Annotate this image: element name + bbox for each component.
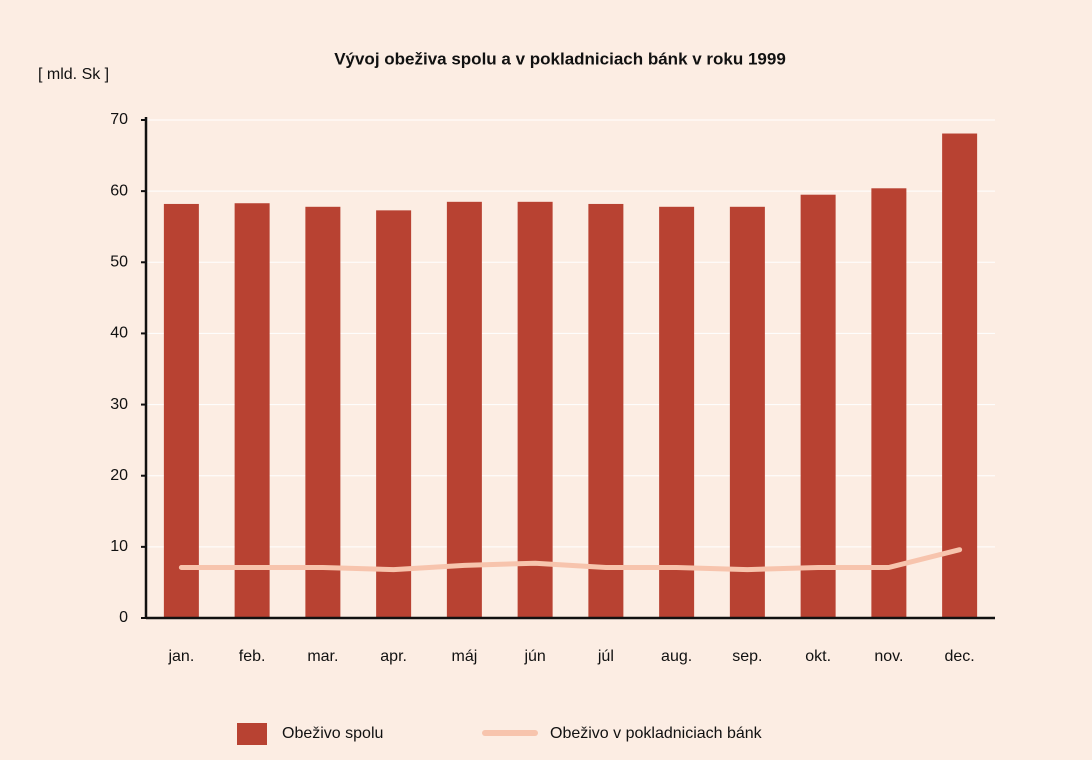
x-tick-label: júl bbox=[597, 648, 614, 665]
bar bbox=[659, 206, 695, 618]
y-tick-label: 10 bbox=[110, 538, 128, 555]
y-tick-label: 0 bbox=[119, 609, 128, 626]
x-tick-label: apr. bbox=[380, 648, 407, 665]
x-tick-label: aug. bbox=[661, 648, 692, 665]
x-tick-label: nov. bbox=[874, 648, 903, 665]
bar bbox=[163, 203, 199, 618]
bar bbox=[871, 188, 907, 618]
bar bbox=[305, 206, 341, 618]
line bbox=[178, 547, 963, 573]
y-tick-label: 20 bbox=[110, 467, 128, 484]
x-tick-label: jan. bbox=[167, 648, 194, 665]
x-tick-label: okt. bbox=[805, 648, 831, 665]
x-tick-label: dec. bbox=[945, 648, 975, 665]
bar bbox=[517, 201, 553, 619]
bar bbox=[800, 194, 836, 618]
x-tick-label: máj bbox=[451, 648, 477, 665]
legend-swatch bbox=[237, 723, 267, 745]
legend-label: Obeživo v pokladniciach bánk bbox=[550, 725, 763, 742]
y-tick-label: 70 bbox=[110, 111, 128, 128]
y-axis-label: [ mld. Sk ] bbox=[38, 66, 109, 83]
x-tick-label: sep. bbox=[732, 648, 762, 665]
x-tick-label: feb. bbox=[239, 648, 266, 665]
bar bbox=[729, 206, 765, 618]
legend-label: Obeživo spolu bbox=[282, 725, 383, 742]
y-tick-label: 40 bbox=[110, 325, 128, 342]
bar bbox=[942, 133, 978, 618]
chart-title: Vývoj obeživa spolu a v pokladniciach bá… bbox=[334, 49, 786, 68]
x-tick-label: jún bbox=[523, 648, 545, 665]
y-tick-label: 50 bbox=[110, 254, 128, 271]
bar bbox=[446, 201, 482, 619]
bar bbox=[376, 210, 412, 618]
y-tick-label: 30 bbox=[110, 396, 128, 413]
bar bbox=[234, 203, 270, 619]
x-tick-label: mar. bbox=[307, 648, 338, 665]
y-tick-label: 60 bbox=[110, 182, 128, 199]
bar bbox=[588, 203, 624, 618]
